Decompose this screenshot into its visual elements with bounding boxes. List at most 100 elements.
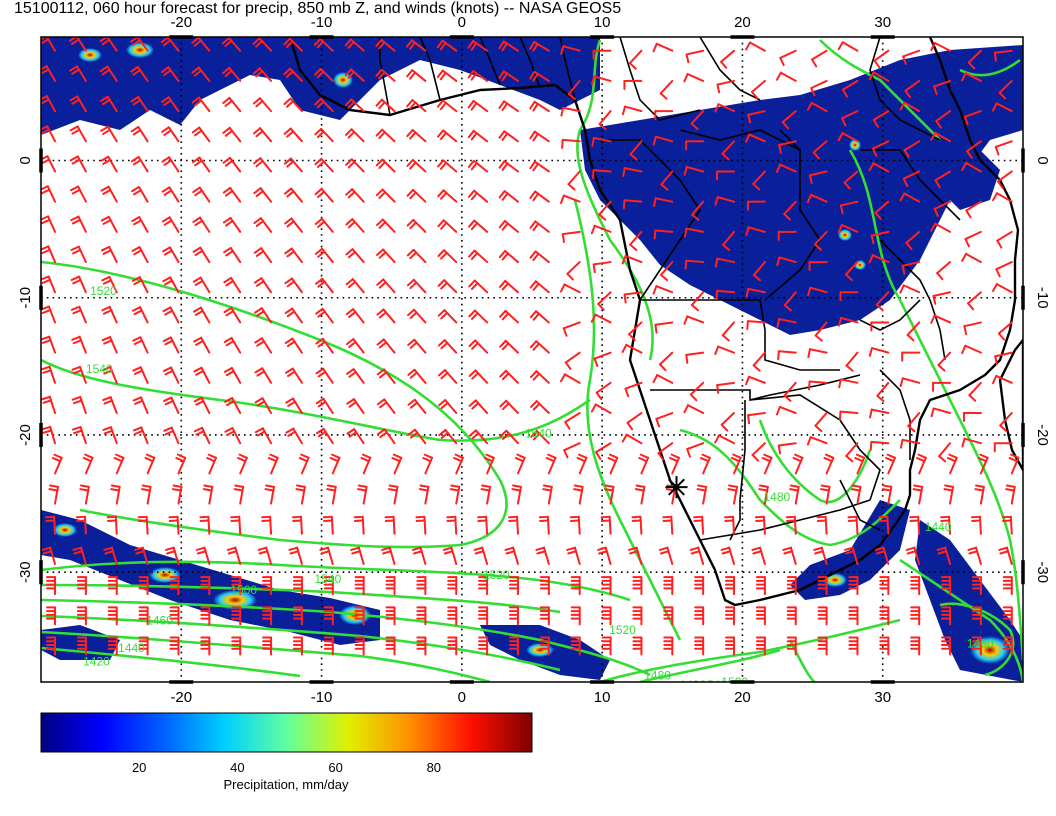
wind-barb — [498, 190, 519, 203]
wind-barb — [725, 606, 736, 626]
wind-barb — [478, 576, 489, 596]
wind-barb — [662, 515, 674, 535]
wind-barb — [477, 515, 489, 535]
wind-barb — [131, 276, 149, 294]
wind-barb — [539, 606, 550, 626]
wind-barb — [694, 606, 705, 626]
wind-barb — [690, 110, 705, 131]
wind-barb — [814, 321, 828, 342]
wind-barb — [323, 636, 334, 656]
wind-barb — [529, 100, 550, 113]
wind-barb — [564, 412, 581, 430]
wind-barb — [262, 636, 273, 656]
contour-label: 1500 — [721, 675, 748, 689]
wind-barb — [569, 515, 581, 535]
colorbar: 20 40 60 80 Precipitation, mm/day — [40, 712, 533, 792]
wind-barb — [71, 426, 87, 445]
precip-band-southeast — [915, 520, 1023, 682]
wind-barb — [76, 636, 87, 656]
wind-barb — [82, 453, 94, 475]
wind-barb — [132, 336, 149, 354]
wind-barb — [683, 165, 705, 176]
wind-barb — [576, 453, 588, 475]
wind-barb — [437, 219, 458, 233]
wind-barb — [779, 49, 797, 67]
wind-barb — [161, 156, 180, 173]
wind-barb — [283, 127, 303, 143]
wind-barb — [231, 606, 242, 626]
wind-barb — [539, 636, 550, 656]
wind-barb — [597, 546, 612, 565]
wind-barb — [376, 218, 396, 233]
wind-barb — [592, 261, 612, 274]
wind-barb — [899, 101, 921, 113]
wind-barb — [621, 254, 643, 265]
wind-barb — [653, 197, 674, 208]
country-border — [559, 37, 576, 101]
contour-label: 1480 — [644, 668, 671, 682]
wind-barb — [745, 41, 766, 52]
country-border — [860, 149, 961, 221]
wind-barb — [930, 222, 952, 233]
wind-barb — [344, 68, 365, 82]
wind-barb — [314, 97, 334, 113]
precip-cell — [333, 72, 353, 88]
wind-barb — [812, 140, 828, 160]
wind-barb — [538, 515, 550, 535]
wind-barb — [992, 283, 1013, 294]
wind-barb — [789, 484, 800, 505]
wind-barb — [99, 65, 118, 82]
wind-barb — [254, 307, 273, 324]
wind-barb — [885, 453, 897, 475]
wind-barb — [326, 484, 337, 505]
wind-barb — [659, 79, 674, 100]
wind-barb — [529, 130, 550, 143]
wind-barb — [934, 170, 952, 189]
wind-barb — [161, 96, 180, 113]
country-border — [729, 400, 746, 541]
wind-barb — [943, 484, 955, 505]
marker-stroke — [668, 478, 685, 496]
wind-barb — [529, 250, 550, 264]
wind-barb — [165, 546, 180, 565]
wind-barb — [813, 546, 828, 565]
wind-barb — [683, 73, 705, 83]
wind-barb — [570, 576, 581, 596]
wind-barbs — [41, 37, 1020, 656]
wind-barb — [871, 140, 890, 157]
wind-barb — [375, 68, 396, 82]
wind-barb — [407, 368, 427, 384]
wind-barb — [961, 162, 982, 173]
wind-barb — [498, 279, 519, 294]
wind-barb — [868, 254, 890, 264]
wind-barb — [354, 576, 365, 596]
wind-barb — [298, 453, 310, 475]
wind-barb — [233, 484, 245, 505]
wind-barb — [561, 230, 581, 244]
wind-barb — [904, 79, 921, 99]
wind-barb — [161, 186, 180, 203]
wind-barb — [811, 49, 828, 68]
contour-label: 1480 — [763, 490, 790, 504]
wind-barb — [573, 484, 584, 505]
wind-barb — [837, 41, 859, 52]
precip-cell — [78, 48, 102, 62]
wind-barb — [252, 97, 273, 113]
wind-barb — [70, 245, 87, 264]
country-border — [619, 37, 701, 121]
wind-barb — [841, 110, 859, 127]
country-border — [379, 37, 391, 116]
wind-barb — [468, 309, 489, 324]
wind-barb — [75, 515, 87, 535]
lat-tick-label-right: -30 — [1034, 561, 1051, 583]
wind-barb — [498, 160, 519, 173]
wind-barb — [623, 79, 643, 90]
wind-barb — [222, 216, 242, 233]
wind-barb — [162, 306, 180, 324]
wind-barb — [315, 337, 334, 354]
height-contour — [573, 199, 682, 641]
contour-label: 1500 — [230, 583, 257, 597]
wind-barb — [291, 515, 303, 535]
wind-barb — [292, 606, 303, 626]
wind-barb — [41, 185, 57, 203]
